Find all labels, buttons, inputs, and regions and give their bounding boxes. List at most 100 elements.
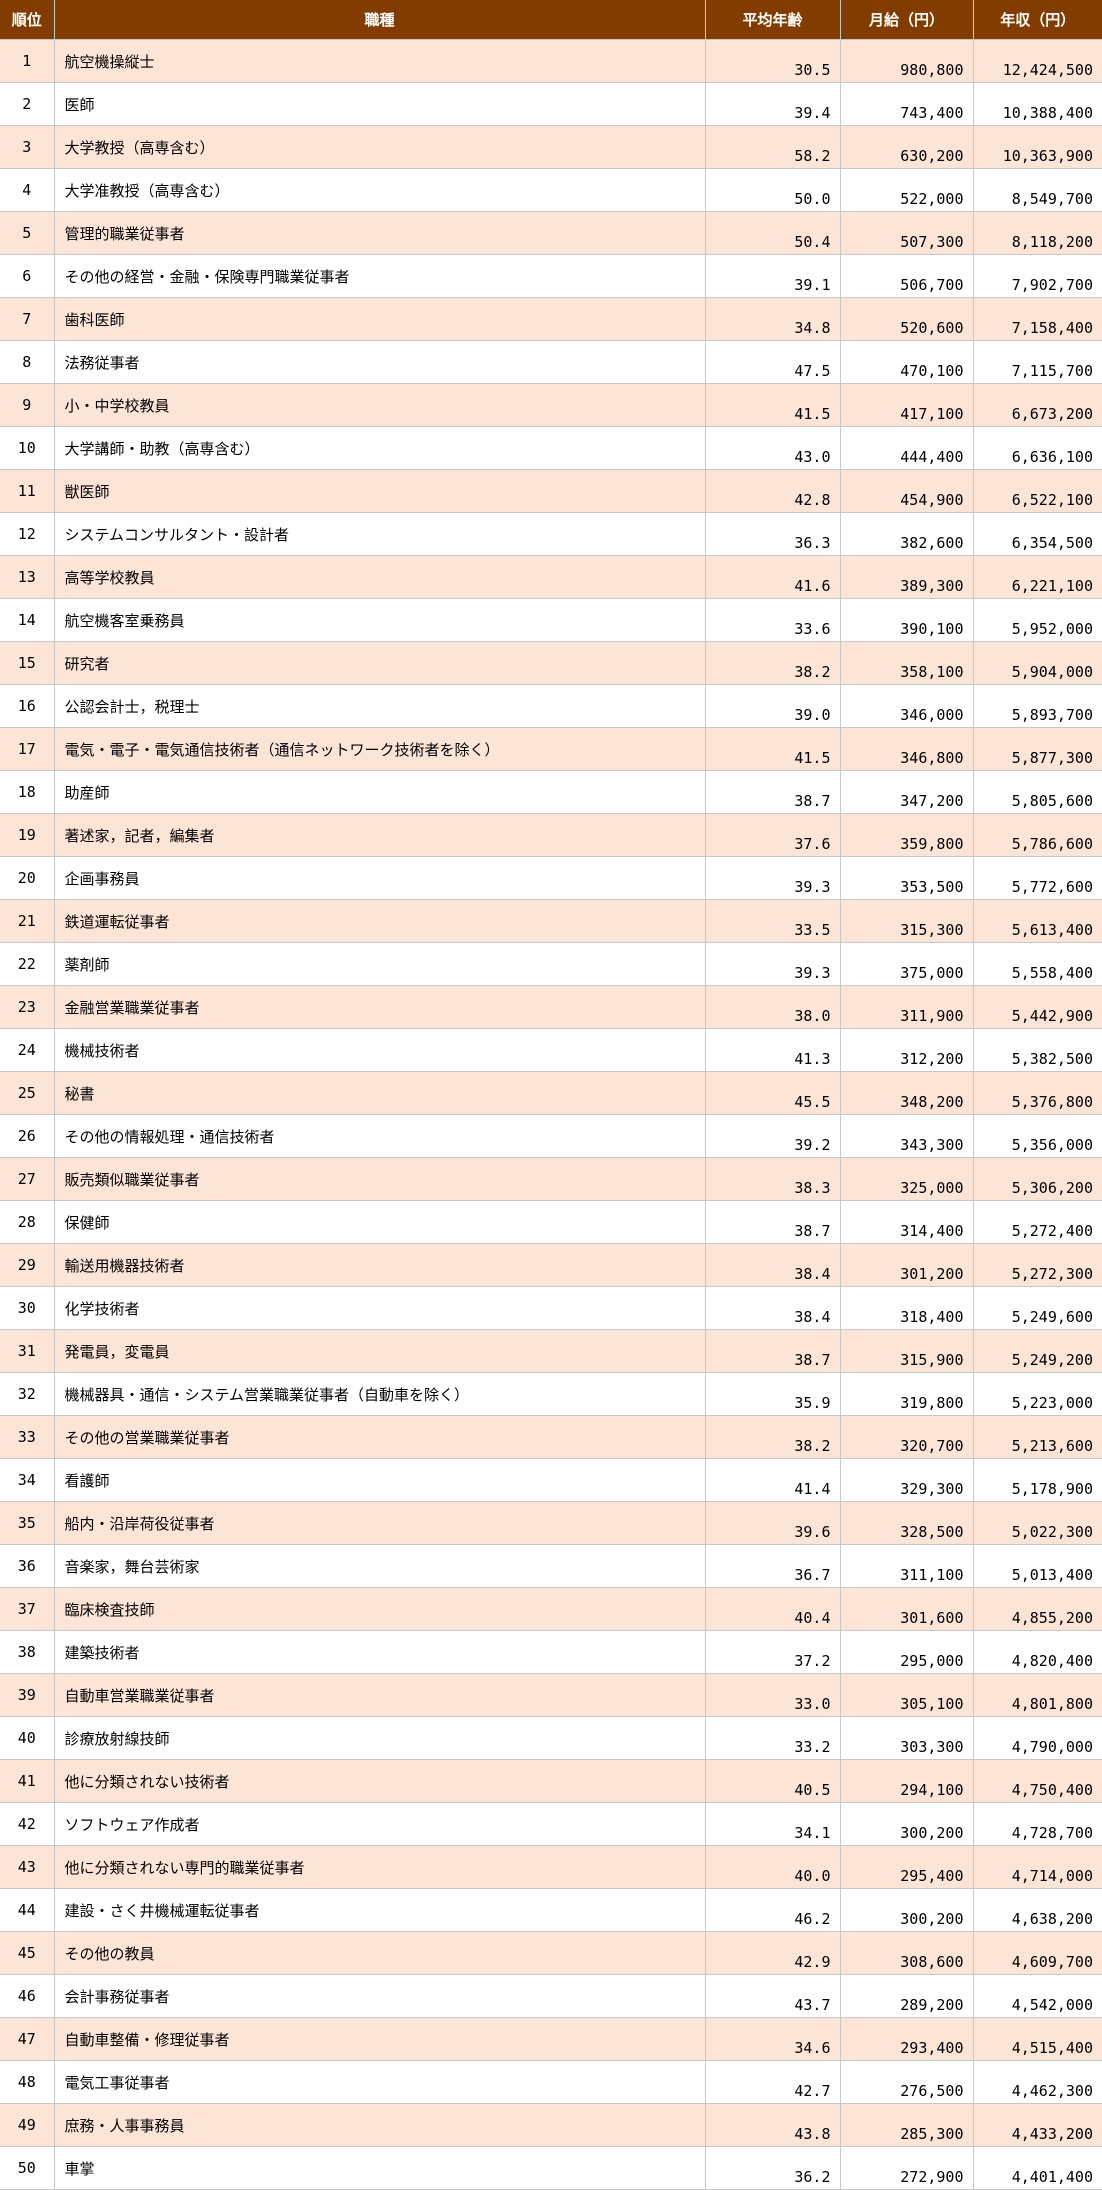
rank-cell: 40 [0, 1716, 55, 1760]
annual-income-cell: 5,805,600 [972, 770, 1102, 814]
annual-income-cell: 6,522,100 [972, 469, 1102, 513]
annual-income-cell: 5,877,300 [972, 727, 1102, 771]
occupation-cell: ソフトウェア作成者 [53, 1802, 706, 1846]
rank-cell: 19 [0, 813, 55, 857]
avg-age-cell: 38.4 [704, 1243, 841, 1287]
occupation-cell: その他の経営・金融・保険専門職業従事者 [53, 254, 706, 298]
rank-cell: 30 [0, 1286, 55, 1330]
rank-cell: 32 [0, 1372, 55, 1416]
annual-income-cell: 5,223,000 [972, 1372, 1102, 1416]
table-row: 44 建設・さく井機械運転従事者 46.2 300,200 4,638,200 [0, 1888, 1102, 1932]
avg-age-cell: 38.7 [704, 1200, 841, 1244]
monthly-salary-cell: 743,400 [839, 82, 974, 126]
monthly-salary-cell: 359,800 [839, 813, 974, 857]
occupation-cell: 機械技術者 [53, 1028, 706, 1072]
rank-cell: 6 [0, 254, 55, 298]
table-row: 18 助産師 38.7 347,200 5,805,600 [0, 770, 1102, 814]
avg-age-cell: 50.4 [704, 211, 841, 255]
annual-income-cell: 6,354,500 [972, 512, 1102, 556]
occupation-cell: 看護師 [53, 1458, 706, 1502]
rank-cell: 9 [0, 383, 55, 427]
table-row: 19 著述家，記者，編集者 37.6 359,800 5,786,600 [0, 813, 1102, 857]
avg-age-cell: 40.4 [704, 1587, 841, 1631]
rank-cell: 47 [0, 2017, 55, 2061]
avg-age-cell: 41.6 [704, 555, 841, 599]
occupation-cell: その他の教員 [53, 1931, 706, 1975]
avg-age-cell: 36.7 [704, 1544, 841, 1588]
annual-income-cell: 5,558,400 [972, 942, 1102, 986]
table-row: 50 車掌 36.2 272,900 4,401,400 [0, 2146, 1102, 2190]
occupation-cell: 庶務・人事事務員 [53, 2103, 706, 2147]
avg-age-cell: 38.7 [704, 770, 841, 814]
monthly-salary-cell: 375,000 [839, 942, 974, 986]
monthly-salary-cell: 289,200 [839, 1974, 974, 2018]
occupation-cell: 薬剤師 [53, 942, 706, 986]
rank-cell: 44 [0, 1888, 55, 1932]
table-row: 4 大学准教授（高専含む） 50.0 522,000 8,549,700 [0, 168, 1102, 212]
occupation-cell: 建設・さく井機械運転従事者 [53, 1888, 706, 1932]
table-row: 32 機械器具・通信・システム営業職業従事者（自動車を除く） 35.9 319,800… [0, 1372, 1102, 1416]
occupation-cell: 他に分類されない専門的職業従事者 [53, 1845, 706, 1889]
rank-cell: 15 [0, 641, 55, 685]
rank-cell: 50 [0, 2146, 55, 2190]
table-row: 2 医師 39.4 743,400 10,388,400 [0, 82, 1102, 126]
occupation-cell: 鉄道運転従事者 [53, 899, 706, 943]
table-row: 34 看護師 41.4 329,300 5,178,900 [0, 1458, 1102, 1502]
avg-age-cell: 36.3 [704, 512, 841, 556]
occupation-cell: 医師 [53, 82, 706, 126]
avg-age-cell: 43.7 [704, 1974, 841, 2018]
table-row: 10 大学講師・助教（高専含む） 43.0 444,400 6,636,100 [0, 426, 1102, 470]
monthly-salary-cell: 417,100 [839, 383, 974, 427]
monthly-salary-cell: 454,900 [839, 469, 974, 513]
annual-income-cell: 5,306,200 [972, 1157, 1102, 1201]
monthly-salary-cell: 346,000 [839, 684, 974, 728]
monthly-salary-cell: 343,300 [839, 1114, 974, 1158]
avg-age-cell: 34.1 [704, 1802, 841, 1846]
avg-age-cell: 42.7 [704, 2060, 841, 2104]
table-row: 30 化学技術者 38.4 318,400 5,249,600 [0, 1286, 1102, 1330]
avg-age-cell: 39.4 [704, 82, 841, 126]
monthly-salary-cell: 470,100 [839, 340, 974, 384]
monthly-salary-cell: 276,500 [839, 2060, 974, 2104]
occupation-cell: 他に分類されない技術者 [53, 1759, 706, 1803]
rank-cell: 37 [0, 1587, 55, 1631]
annual-income-cell: 7,158,400 [972, 297, 1102, 341]
rank-cell: 23 [0, 985, 55, 1029]
avg-age-cell: 38.2 [704, 641, 841, 685]
rank-cell: 42 [0, 1802, 55, 1846]
monthly-salary-cell: 390,100 [839, 598, 974, 642]
table-row: 26 その他の情報処理・通信技術者 39.2 343,300 5,356,000 [0, 1114, 1102, 1158]
table-row: 41 他に分類されない技術者 40.5 294,100 4,750,400 [0, 1759, 1102, 1803]
occupation-cell: 高等学校教員 [53, 555, 706, 599]
rank-cell: 38 [0, 1630, 55, 1674]
avg-age-cell: 45.5 [704, 1071, 841, 1115]
avg-age-cell: 40.0 [704, 1845, 841, 1889]
annual-income-cell: 5,356,000 [972, 1114, 1102, 1158]
monthly-salary-cell: 358,100 [839, 641, 974, 685]
table-row: 24 機械技術者 41.3 312,200 5,382,500 [0, 1028, 1102, 1072]
occupation-cell: その他の情報処理・通信技術者 [53, 1114, 706, 1158]
occupation-cell: 獣医師 [53, 469, 706, 513]
monthly-salary-cell: 328,500 [839, 1501, 974, 1545]
table-row: 8 法務従事者 47.5 470,100 7,115,700 [0, 340, 1102, 384]
table-row: 14 航空機客室乗務員 33.6 390,100 5,952,000 [0, 598, 1102, 642]
occupation-cell: 大学講師・助教（高専含む） [53, 426, 706, 470]
occupation-cell: 助産師 [53, 770, 706, 814]
avg-age-cell: 34.8 [704, 297, 841, 341]
occupation-cell: 法務従事者 [53, 340, 706, 384]
table-row: 48 電気工事従事者 42.7 276,500 4,462,300 [0, 2060, 1102, 2104]
rank-cell: 43 [0, 1845, 55, 1889]
table-row: 22 薬剤師 39.3 375,000 5,558,400 [0, 942, 1102, 986]
avg-age-cell: 42.8 [704, 469, 841, 513]
monthly-salary-cell: 301,200 [839, 1243, 974, 1287]
occupation-cell: 小・中学校教員 [53, 383, 706, 427]
table-row: 45 その他の教員 42.9 308,600 4,609,700 [0, 1931, 1102, 1975]
occupation-cell: 秘書 [53, 1071, 706, 1115]
rank-cell: 24 [0, 1028, 55, 1072]
avg-age-cell: 43.8 [704, 2103, 841, 2147]
table-row: 6 その他の経営・金融・保険専門職業従事者 39.1 506,700 7,902,700 [0, 254, 1102, 298]
annual-income-cell: 4,515,400 [972, 2017, 1102, 2061]
annual-income-cell: 4,855,200 [972, 1587, 1102, 1631]
rank-cell: 12 [0, 512, 55, 556]
monthly-salary-cell: 294,100 [839, 1759, 974, 1803]
